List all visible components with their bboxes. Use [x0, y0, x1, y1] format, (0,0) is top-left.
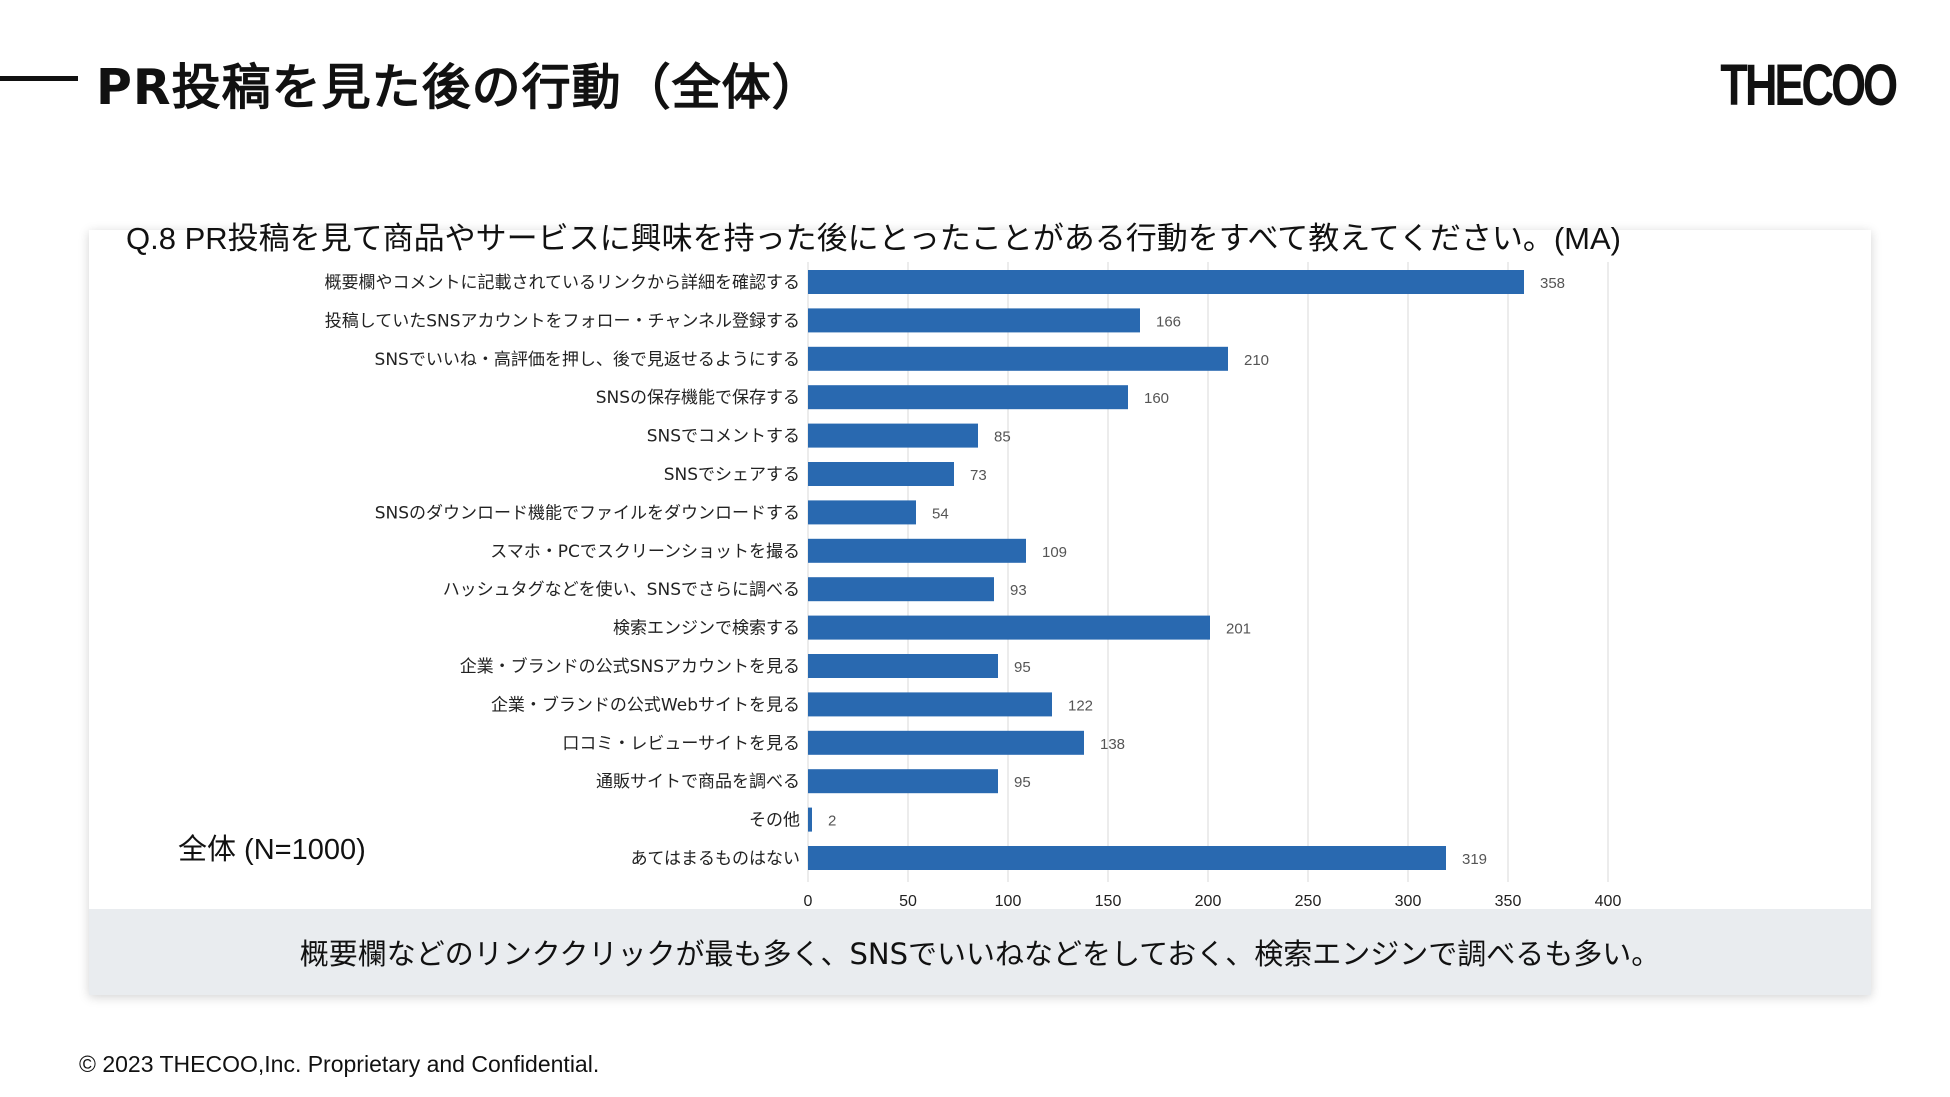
bar	[808, 846, 1446, 870]
category-label: あてはまるものはない	[631, 849, 800, 869]
x-tick-label: 350	[1495, 893, 1522, 910]
x-tick-label: 50	[899, 893, 917, 910]
value-label: 319	[1462, 851, 1487, 868]
value-label: 201	[1226, 621, 1251, 638]
value-label: 93	[1010, 582, 1027, 599]
value-label: 138	[1100, 736, 1125, 753]
bar	[808, 730, 1084, 755]
category-label: 検索エンジンで検索する	[613, 619, 800, 639]
category-label: 口コミ・レビューサイトを見る	[562, 734, 800, 754]
copyright-footer: © 2023 THECOO,Inc. Proprietary and Confi…	[79, 1051, 600, 1077]
value-label: 122	[1068, 697, 1093, 714]
value-label: 210	[1244, 352, 1269, 369]
value-labels: 358 166 210 160 85 73 54 109 93 201 95 122 138 95 2 319	[828, 275, 1565, 868]
bar	[808, 346, 1228, 371]
x-tick-label: 250	[1295, 893, 1322, 910]
x-tick-label: 0	[804, 893, 813, 910]
x-tick-label: 200	[1195, 893, 1222, 910]
value-label: 358	[1540, 275, 1565, 292]
category-labels: 概要欄やコメントに記載されているリンクから詳細を確認する投稿していたSNSアカウ…	[325, 273, 801, 869]
category-label: 通販サイトで商品を調べる	[596, 772, 800, 792]
value-label: 166	[1156, 313, 1181, 330]
category-label: 企業・ブランドの公式SNSアカウントを見る	[460, 656, 800, 677]
bar	[808, 270, 1524, 294]
value-label: 54	[932, 505, 949, 522]
bar	[808, 769, 998, 794]
category-label: 企業・ブランドの公式Webサイトを見る	[491, 694, 800, 715]
bar	[808, 654, 998, 678]
sample-size-label: 全体 (N=1000)	[178, 834, 366, 866]
bar	[808, 692, 1052, 717]
category-label: SNSの保存機能で保存する	[596, 388, 800, 408]
chart-question: Q.8 PR投稿を見て商品やサービスに興味を持った後にとったことがある行動をすべ…	[126, 221, 1621, 256]
thecoo-logo: THECOO	[1720, 53, 1898, 118]
summary-band: 概要欄などのリンククリックが最も多く、SNSでいいねなどをしておく、検索エンジン…	[89, 909, 1871, 995]
value-label: 85	[994, 429, 1011, 446]
category-label: SNSのダウンロード機能でファイルをダウンロードする	[375, 503, 800, 523]
category-label: 投稿していたSNSアカウントをフォロー・チャンネル登録する	[325, 311, 800, 331]
category-label: SNSでコメントする	[647, 427, 800, 447]
bar	[808, 807, 812, 832]
page-title: PR投稿を見た後の行動（全体）	[96, 59, 822, 116]
bar	[808, 462, 954, 486]
category-label: SNSでいいね・高評価を押し、後で見返せるようにする	[375, 350, 800, 370]
category-label: 概要欄やコメントに記載されているリンクから詳細を確認する	[325, 273, 801, 293]
value-label: 160	[1144, 390, 1169, 407]
category-label: SNSでシェアする	[664, 465, 800, 485]
category-label: その他	[749, 811, 800, 831]
x-tick-label: 150	[1095, 893, 1122, 910]
bar	[808, 538, 1026, 563]
bar	[808, 423, 978, 448]
x-axis-ticks: 0 50 100 150 200 250 300 350 400	[804, 893, 1622, 910]
bar	[808, 615, 1210, 640]
summary-text: 概要欄などのリンククリックが最も多く、SNSでいいねなどをしておく、検索エンジン…	[299, 937, 1661, 971]
value-label: 73	[970, 467, 987, 484]
value-label: 95	[1014, 774, 1031, 791]
value-label: 109	[1042, 544, 1067, 561]
bar	[808, 385, 1128, 410]
bar	[808, 500, 916, 525]
bars	[808, 270, 1524, 870]
category-label: スマホ・PCでスクリーンショットを撮る	[490, 542, 800, 562]
value-label: 95	[1014, 659, 1031, 676]
bar	[808, 577, 994, 602]
bar	[808, 308, 1140, 333]
value-label: 2	[828, 813, 836, 830]
x-tick-label: 100	[995, 893, 1022, 910]
x-tick-label: 300	[1395, 893, 1422, 910]
title-rule	[0, 76, 78, 81]
category-label: ハッシュタグなどを使い、SNSでさらに調べる	[443, 579, 800, 600]
x-tick-label: 400	[1595, 893, 1622, 910]
